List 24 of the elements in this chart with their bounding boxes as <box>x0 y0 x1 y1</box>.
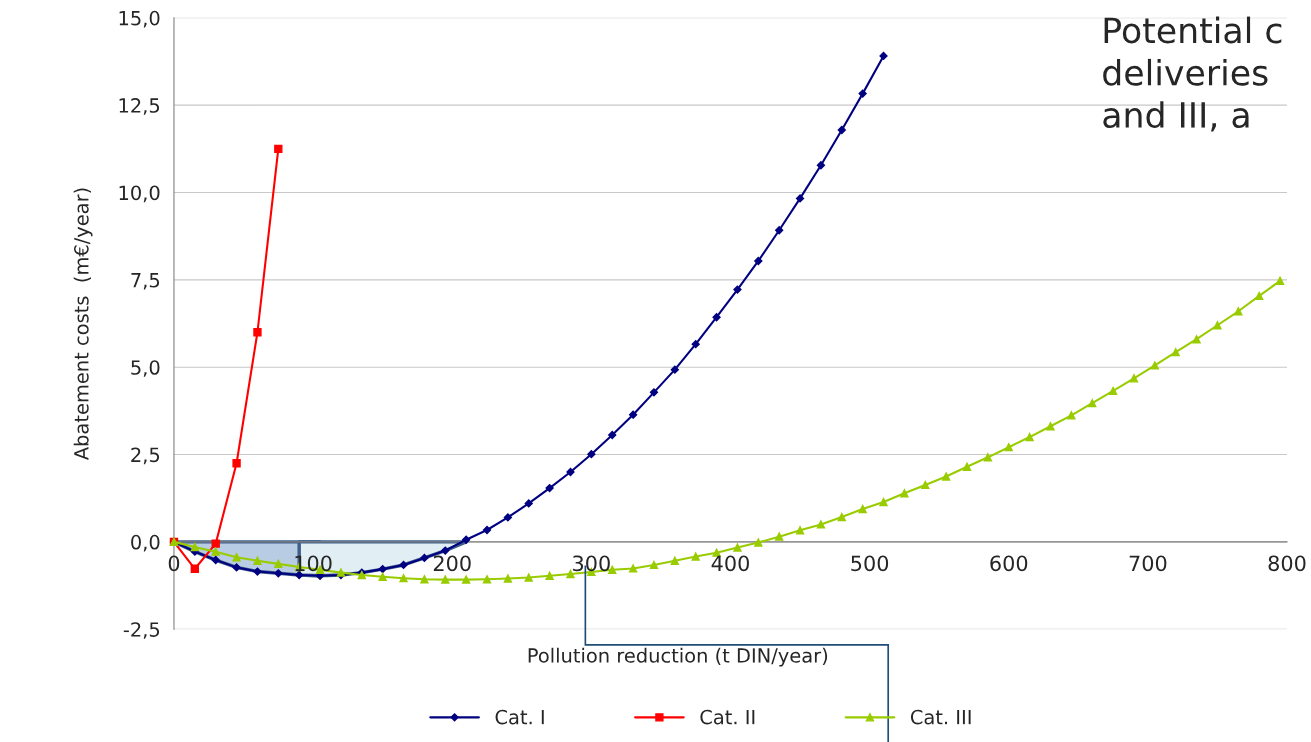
x-tick-label: 800 <box>1268 555 1306 572</box>
y-tick-label: 7,5 <box>131 273 160 290</box>
y-tick-label: 0,0 <box>131 534 160 552</box>
x-tick-label: 500 <box>851 555 889 572</box>
x-tick-label: 300 <box>573 555 610 572</box>
y-tick-label: 12,5 <box>119 98 160 115</box>
x-tick-label: 200 <box>433 555 471 572</box>
annotation: deliveries <box>1103 58 1268 86</box>
legend-label: Cat. I <box>495 709 544 725</box>
annotation: Potential c <box>1104 16 1282 44</box>
annotation: and III, a <box>1103 101 1249 132</box>
y-axis-title: Abatement costs (m€/year) <box>73 188 93 461</box>
y-tick-label: -2,5 <box>123 622 160 639</box>
x-tick-label: 400 <box>711 555 749 572</box>
x-axis-title: Pollution reduction (t DIN/year) <box>528 647 828 667</box>
x-tick-label: 600 <box>990 555 1028 572</box>
y-tick-label: 15,0 <box>119 10 160 28</box>
x-tick-label: 0 <box>168 555 180 572</box>
legend-label: Cat. II <box>700 709 755 725</box>
y-tick-label: 5,0 <box>131 360 160 377</box>
y-tick-label: 10,0 <box>119 185 160 203</box>
legend-label: Cat. III <box>910 709 971 725</box>
x-tick-label: 700 <box>1129 555 1167 572</box>
y-tick-label: 2,5 <box>131 447 160 465</box>
